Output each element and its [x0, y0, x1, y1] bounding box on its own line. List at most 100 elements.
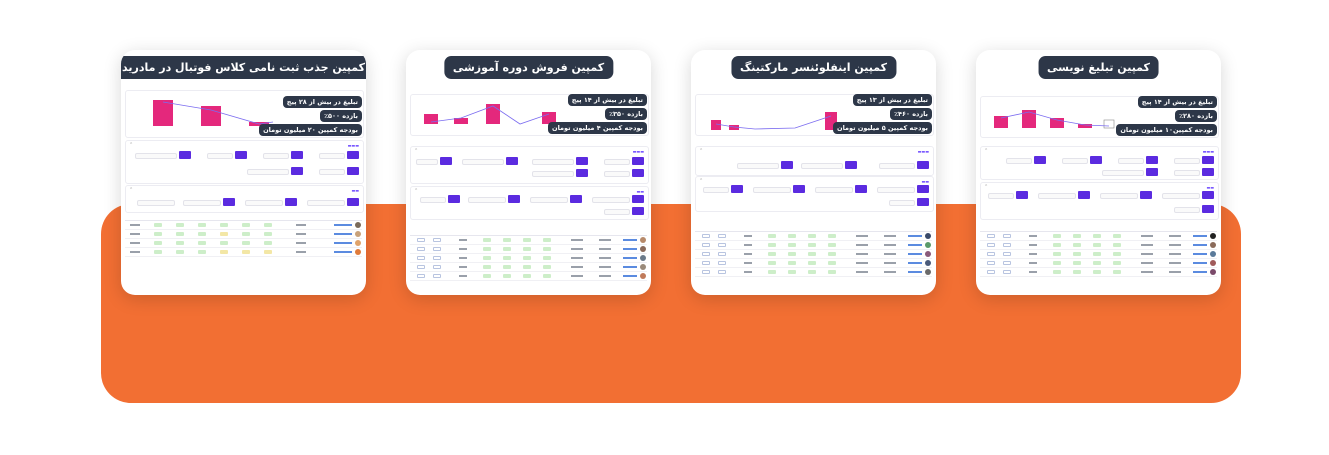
table-row[interactable]	[125, 221, 362, 230]
stat-item	[1062, 156, 1102, 164]
pages-count-pill: تبلیغ در بیش از ۱۴ پیج	[1137, 96, 1217, 108]
table-row[interactable]	[695, 250, 932, 259]
chevron-icon[interactable]: ⌃	[984, 148, 989, 154]
panel-title-placeholder: ▬▬	[351, 188, 359, 193]
panel-title-placeholder: ▬▬▬	[632, 149, 644, 154]
stat-item	[530, 195, 582, 203]
pages-count-pill: تبلیغ در بیش از ۲۸ پیج	[282, 96, 362, 108]
table-row[interactable]	[125, 230, 362, 239]
campaign-card-football[interactable]: کمپین جذب ثبت نامی کلاس فوتبال در مادرید…	[121, 50, 366, 295]
campaign-card-course[interactable]: کمپین فروش دوره آموزشی تبلیغ در بیش از ۱…	[406, 50, 651, 295]
chart-bar	[994, 116, 1008, 128]
stat-item	[1174, 205, 1214, 213]
table-row[interactable]	[980, 268, 1217, 277]
table-row[interactable]	[125, 248, 362, 257]
chevron-icon[interactable]: ⌃	[129, 187, 134, 193]
stat-item	[1038, 191, 1090, 199]
table-row[interactable]	[980, 232, 1217, 241]
stat-item	[319, 167, 359, 175]
table-row[interactable]	[695, 232, 932, 241]
chart-line	[162, 101, 274, 125]
table-row[interactable]	[410, 236, 647, 245]
chart-bar	[153, 100, 173, 126]
table-row[interactable]	[980, 241, 1217, 250]
campaign-chart	[424, 104, 556, 125]
return-pill: بازده ۴۶۰٪	[890, 108, 932, 120]
chart-line	[430, 105, 550, 125]
campaign-card-influencer[interactable]: کمپین اینفلوئنسر مارکتینگ تبلیغ در بیش ا…	[691, 50, 936, 295]
pages-table	[125, 215, 362, 257]
chart-bar	[1078, 124, 1092, 128]
posts-panel: ⌃ ▬▬	[125, 185, 364, 213]
chevron-icon[interactable]: ⌃	[699, 178, 704, 184]
stat-item	[420, 195, 460, 203]
stat-item	[1174, 156, 1214, 164]
stat-item	[592, 195, 644, 203]
stat-item	[879, 161, 929, 169]
table-row[interactable]	[695, 259, 932, 268]
chart-bar	[201, 106, 221, 126]
stat-item	[416, 157, 452, 165]
stat-item	[462, 157, 518, 165]
budget-pill: بودجه کمپین ۵ میلیون تومان	[833, 122, 932, 134]
table-row[interactable]	[125, 239, 362, 248]
panel-title-placeholder: ▬▬▬	[917, 149, 929, 154]
status-panel: ⌃ ▬▬▬	[125, 140, 364, 184]
chevron-icon[interactable]: ⌃	[984, 184, 989, 190]
stat-item	[801, 161, 857, 169]
stat-item	[468, 195, 520, 203]
panel-title-placeholder: ▬▬▬	[347, 143, 359, 148]
budget-pill: بودجه کمپین۱۰ میلیون تومان	[1116, 124, 1217, 136]
stat-item	[877, 185, 929, 193]
chevron-icon[interactable]: ⌃	[414, 188, 419, 194]
stat-item	[604, 207, 644, 215]
panel-title-placeholder: ▬▬	[1206, 185, 1214, 190]
stat-item	[133, 198, 175, 206]
campaign-chart	[994, 110, 1115, 129]
table-row[interactable]	[410, 254, 647, 263]
posts-panel: ⌃ ▬▬	[980, 182, 1219, 220]
stat-item	[245, 198, 297, 206]
table-row[interactable]	[695, 268, 932, 277]
stat-item	[604, 157, 644, 165]
table-row[interactable]	[410, 263, 647, 272]
stat-item	[1100, 191, 1152, 199]
stat-item	[703, 185, 743, 193]
chevron-icon[interactable]: ⌃	[699, 148, 704, 154]
stat-item	[532, 157, 588, 165]
return-pill: بازده ۳۵۰٪	[605, 108, 647, 120]
table-row[interactable]	[980, 250, 1217, 259]
panel-title-placeholder: ▬▬	[921, 179, 929, 184]
stat-item	[604, 169, 644, 177]
budget-pill: بودجه کمپین ۴ میلیون تومان	[548, 122, 647, 134]
stat-item	[815, 185, 867, 193]
campaign-chart	[711, 112, 837, 130]
posts-panel: ⌃ ▬▬	[410, 186, 649, 220]
table-row[interactable]	[410, 272, 647, 281]
campaign-chart	[153, 100, 274, 126]
chevron-icon[interactable]: ⌃	[414, 148, 419, 154]
stat-item	[1118, 156, 1158, 164]
stat-item	[1006, 156, 1046, 164]
stat-item	[183, 198, 235, 206]
table-row[interactable]	[980, 259, 1217, 268]
stat-item	[737, 161, 793, 169]
chart-line	[715, 115, 832, 130]
table-row[interactable]	[695, 241, 932, 250]
stat-item	[319, 151, 359, 159]
stat-item	[753, 185, 805, 193]
chart-bar	[454, 118, 468, 124]
budget-pill: بودجه کمپین ۲۰ میلیون تومان	[259, 124, 362, 136]
status-panel: ⌃ ▬▬▬	[410, 146, 649, 184]
stat-item	[247, 167, 303, 175]
chevron-icon[interactable]: ⌃	[129, 142, 134, 148]
stat-item	[263, 151, 303, 159]
campaign-title: کمپین فروش دوره آموزشی	[443, 56, 614, 79]
chart-bar	[711, 120, 721, 130]
return-pill: بازده ۲۸۰٪	[1175, 110, 1217, 122]
status-panel: ⌃ ▬▬▬	[695, 146, 934, 176]
pages-table	[980, 226, 1217, 277]
stat-item	[1174, 168, 1214, 176]
campaign-card-copywriting[interactable]: کمپین تبلیغ نویسی تبلیغ در بیش از ۱۴ پیج…	[976, 50, 1221, 295]
table-row[interactable]	[410, 245, 647, 254]
